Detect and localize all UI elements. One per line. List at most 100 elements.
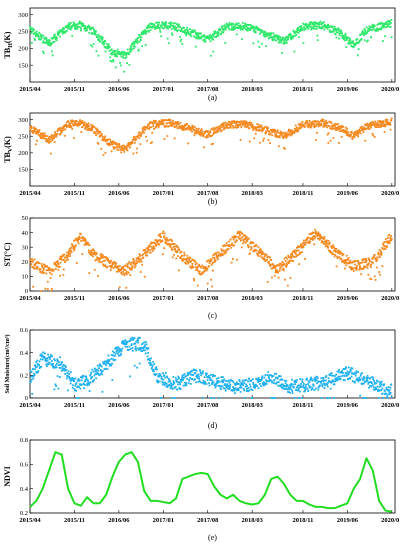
data-point [258, 248, 261, 251]
data-point [185, 384, 188, 387]
data-point [357, 48, 360, 51]
plot-frame [29, 217, 396, 292]
data-point [91, 45, 94, 48]
data-point [380, 383, 383, 386]
data-point [199, 129, 202, 132]
data-point [192, 127, 194, 129]
data-point [91, 31, 93, 34]
data-point [115, 50, 118, 53]
data-point [154, 126, 157, 129]
data-point [123, 342, 126, 345]
data-point [136, 337, 139, 340]
data-point [271, 381, 274, 384]
data-point [170, 28, 173, 30]
data-point [65, 369, 68, 371]
data-point [226, 380, 229, 383]
data-point [113, 50, 116, 53]
data-point [76, 237, 79, 240]
data-point [181, 124, 184, 127]
data-point [326, 397, 329, 399]
data-point [88, 25, 91, 28]
data-point [319, 237, 322, 240]
data-point [201, 272, 204, 275]
data-point [107, 362, 110, 365]
data-point [56, 265, 59, 268]
data-point [175, 245, 178, 248]
data-point [145, 32, 148, 35]
data-point [174, 122, 177, 125]
data-point [35, 128, 38, 131]
data-point [72, 21, 75, 24]
data-point [141, 127, 144, 130]
data-point [174, 250, 177, 253]
data-point [195, 374, 198, 377]
data-point [340, 30, 343, 32]
data-point [209, 377, 212, 379]
data-point [31, 258, 33, 261]
data-point [131, 142, 134, 144]
data-point [67, 389, 69, 392]
data-point [383, 23, 386, 26]
data-point [303, 241, 306, 244]
data-point [239, 385, 242, 387]
data-point [379, 273, 381, 276]
data-point [162, 230, 165, 233]
data-point [329, 387, 332, 390]
data-point [383, 25, 385, 28]
data-point [365, 124, 368, 127]
data-point [354, 381, 356, 384]
data-point [254, 127, 257, 129]
data-point [64, 366, 67, 368]
data-point [304, 257, 306, 260]
data-point [349, 134, 352, 137]
data-point [138, 258, 140, 260]
data-point [372, 261, 374, 264]
data-point [258, 46, 261, 48]
data-point [231, 23, 234, 26]
data-point [337, 122, 339, 125]
data-point [153, 128, 155, 130]
data-point [320, 377, 323, 380]
data-point [363, 376, 365, 378]
data-point [89, 374, 92, 377]
x-tick-label: 2019/06 [337, 295, 359, 302]
data-point [259, 129, 262, 132]
data-point [301, 244, 304, 247]
data-point [277, 38, 279, 41]
data-point [103, 137, 106, 140]
data-point [56, 37, 58, 40]
data-point [173, 27, 176, 30]
data-point [228, 240, 230, 243]
x-tick-label: 2018/11 [292, 190, 313, 197]
data-point [264, 383, 266, 386]
data-point [246, 237, 249, 240]
data-point [129, 339, 131, 342]
data-point [145, 343, 148, 346]
data-point [256, 378, 259, 381]
data-point [330, 127, 333, 130]
data-point [331, 245, 334, 248]
data-point [242, 242, 245, 245]
data-point [353, 133, 356, 136]
data-point [247, 246, 250, 249]
data-point [52, 269, 55, 272]
data-point [263, 382, 266, 385]
data-point [103, 45, 106, 48]
data-point [64, 30, 66, 33]
data-point [216, 379, 219, 382]
data-point [170, 385, 173, 388]
data-point [380, 26, 383, 29]
data-point [334, 254, 337, 256]
data-point [142, 126, 145, 129]
data-point [44, 135, 47, 138]
data-point [224, 244, 227, 247]
data-point [343, 34, 346, 37]
data-point [376, 29, 379, 32]
data-point [316, 376, 319, 378]
data-point [158, 373, 161, 375]
data-point [140, 33, 143, 36]
data-point [359, 129, 362, 132]
data-point [59, 35, 61, 38]
data-point [227, 23, 230, 26]
data-point [337, 27, 340, 30]
